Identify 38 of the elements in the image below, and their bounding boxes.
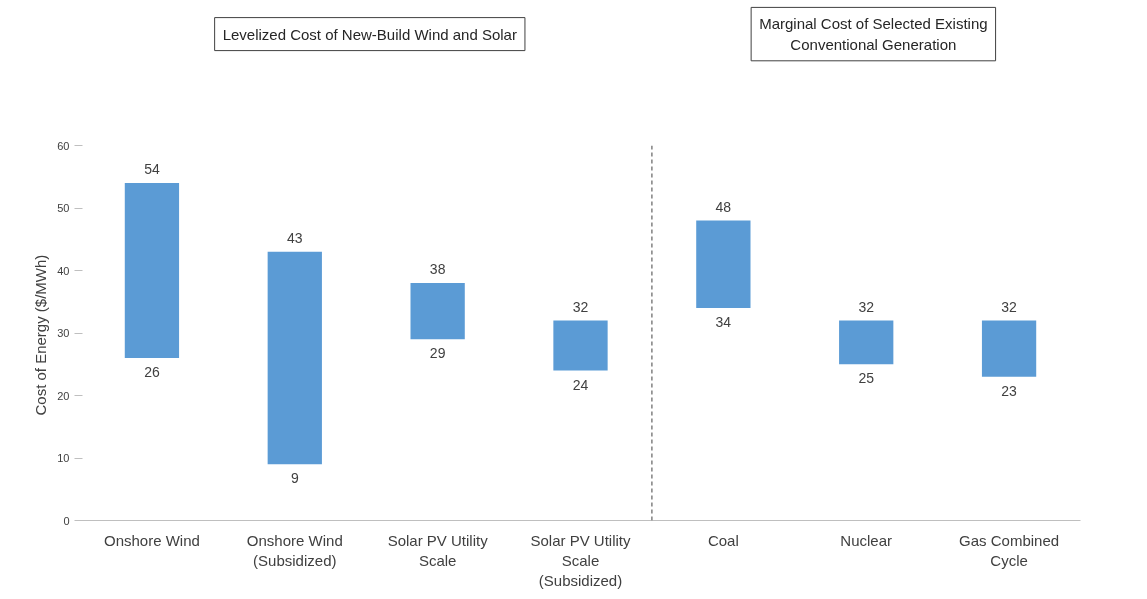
y-tick-label: 40 xyxy=(57,264,70,277)
x-tick-label: Gas Combined Cycle xyxy=(959,531,1060,569)
x-tick-label: Onshore Wind (Subsidized) xyxy=(246,531,343,569)
annotation: 38 xyxy=(429,261,446,277)
y-tick-label: 60 xyxy=(57,139,70,152)
annotation: 25 xyxy=(858,370,875,387)
annotation: 32 xyxy=(572,298,589,315)
x-tick-label: Coal xyxy=(707,531,739,549)
bar xyxy=(553,320,608,371)
annotation: 26 xyxy=(144,364,160,380)
bar xyxy=(696,220,751,308)
annotation: 29 xyxy=(429,345,446,362)
bar xyxy=(981,320,1037,377)
x-tick-label: Onshore Wind xyxy=(103,531,200,549)
x-tick-label: Nuclear xyxy=(840,531,893,549)
annotation: 43 xyxy=(287,229,303,246)
y-tick-label: 0 xyxy=(63,514,70,527)
annotation: 23 xyxy=(1001,382,1018,399)
text: Levelized Cost of New-Build Wind and Solar xyxy=(222,25,517,43)
y-tick-label: 50 xyxy=(57,202,70,214)
x-tick-label: Solar PV Utility Scale xyxy=(387,531,489,569)
y-tick-label: 30 xyxy=(57,327,70,339)
bar xyxy=(839,320,894,365)
annotation: 9 xyxy=(290,470,299,487)
y-axis-title: Cost of Energy ($/MWh) xyxy=(32,254,50,416)
annotation: 48 xyxy=(715,198,732,215)
annotation: 24 xyxy=(572,376,589,393)
bar xyxy=(410,283,465,340)
annotation: 54 xyxy=(144,161,160,177)
annotation: 32 xyxy=(858,298,875,315)
y-tick-label: 10 xyxy=(57,452,70,464)
x-tick-label: Solar PV Utility Scale (Subsidized) xyxy=(530,531,632,590)
y-tick-label: 20 xyxy=(57,389,70,402)
annotation: 32 xyxy=(1001,298,1018,315)
text: Marginal Cost of Selected Existing Conventional Generation xyxy=(759,15,988,53)
annotation: 34 xyxy=(715,314,732,330)
bar xyxy=(267,251,322,465)
bar xyxy=(124,183,180,358)
